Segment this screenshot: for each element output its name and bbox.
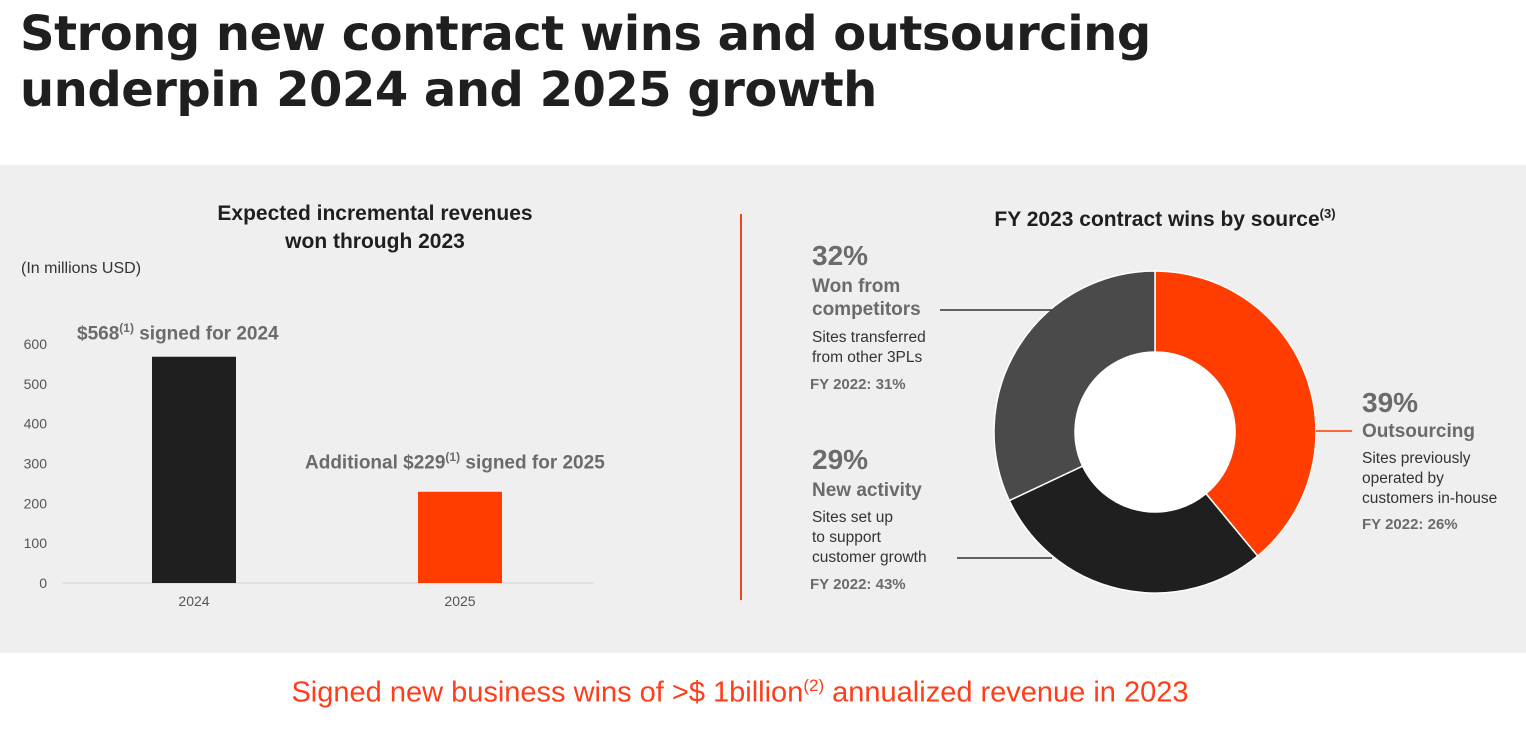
competitors-fy2022: FY 2022: 31% xyxy=(810,376,906,393)
competitors-title-line1: Won from xyxy=(812,276,901,297)
new-activity-desc-line2: to support xyxy=(812,529,881,546)
competitors-title: Won from competitors xyxy=(812,275,921,321)
new-activity-desc: Sites set up to support customer growth xyxy=(812,508,927,568)
outsourcing-desc-line1: Sites previously xyxy=(1362,450,1471,467)
competitors-desc: Sites transferred from other 3PLs xyxy=(812,328,926,368)
new-activity-pct: 29% xyxy=(812,444,869,475)
bar-label-2024-prefix: $568 xyxy=(77,323,120,345)
y-tick-label: 600 xyxy=(24,336,48,352)
y-tick-label: 200 xyxy=(24,495,48,511)
bar-label-2024-suffix: signed for 2024 xyxy=(133,323,279,345)
new-activity-desc-line3: customer growth xyxy=(812,549,927,566)
outsourcing-desc-line2: operated by xyxy=(1362,470,1444,487)
competitors-pct: 32% xyxy=(812,240,869,271)
donut-chart-title-footnote: (3) xyxy=(1319,206,1336,221)
competitors-title-line2: competitors xyxy=(812,299,921,320)
outsourcing-pct: 39% xyxy=(1362,387,1419,418)
competitors-desc-line1: Sites transferred xyxy=(812,329,926,346)
footer-statement: Signed new business wins of >$ 1billion(… xyxy=(0,676,1480,710)
new-activity-desc-line1: Sites set up xyxy=(812,509,893,526)
x-tick-label: 2025 xyxy=(444,593,475,609)
y-tick-label: 500 xyxy=(24,376,48,392)
bar-chart-title-line1: Expected incremental revenues xyxy=(217,202,533,225)
bar-label-2025: Additional $229(1) signed for 2025 xyxy=(305,450,605,474)
bar-label-2024-footnote: (1) xyxy=(119,321,134,335)
bar-2025 xyxy=(418,491,502,583)
footer-footnote: (2) xyxy=(803,676,825,695)
bar-chart-title-line2: won through 2023 xyxy=(285,230,465,253)
bar-chart-unit: (In millions USD) xyxy=(21,260,142,277)
outsourcing-desc: Sites previously operated by customers i… xyxy=(1362,449,1497,509)
bar-label-2025-footnote: (1) xyxy=(445,450,461,464)
donut-chart-title: FY 2023 contract wins by source(3) xyxy=(930,200,1400,234)
y-tick-label: 400 xyxy=(24,416,48,432)
footer-suffix: annualized revenue in 2023 xyxy=(824,676,1189,709)
bar-label-2025-prefix: Additional $229 xyxy=(305,452,446,474)
bar-2024 xyxy=(152,356,236,583)
new-activity-title: New activity xyxy=(812,480,922,501)
donut-hole xyxy=(1075,352,1235,512)
competitors-desc-line2: from other 3PLs xyxy=(812,349,923,366)
footer-prefix: Signed new business wins of >$ 1billion xyxy=(291,676,804,709)
outsourcing-fy2022: FY 2022: 26% xyxy=(1362,516,1458,533)
outsourcing-title: Outsourcing xyxy=(1362,421,1475,442)
y-tick-label: 100 xyxy=(24,535,48,551)
x-tick-label: 2024 xyxy=(178,593,209,609)
donut-chart-title-text: FY 2023 contract wins by source xyxy=(994,208,1320,231)
new-activity-fy2022: FY 2022: 43% xyxy=(810,576,906,593)
bar-chart-title: Expected incremental revenues won throug… xyxy=(130,200,620,256)
bar-label-2025-suffix: signed for 2025 xyxy=(460,452,605,474)
y-tick-label: 300 xyxy=(24,456,48,472)
outsourcing-desc-line3: customers in-house xyxy=(1362,490,1498,507)
page-title: Strong new contract wins and outsourcing… xyxy=(20,6,1151,118)
panel-divider xyxy=(740,214,742,600)
bar-label-2024: $568(1) signed for 2024 xyxy=(77,321,279,345)
y-tick-label: 0 xyxy=(39,575,47,591)
